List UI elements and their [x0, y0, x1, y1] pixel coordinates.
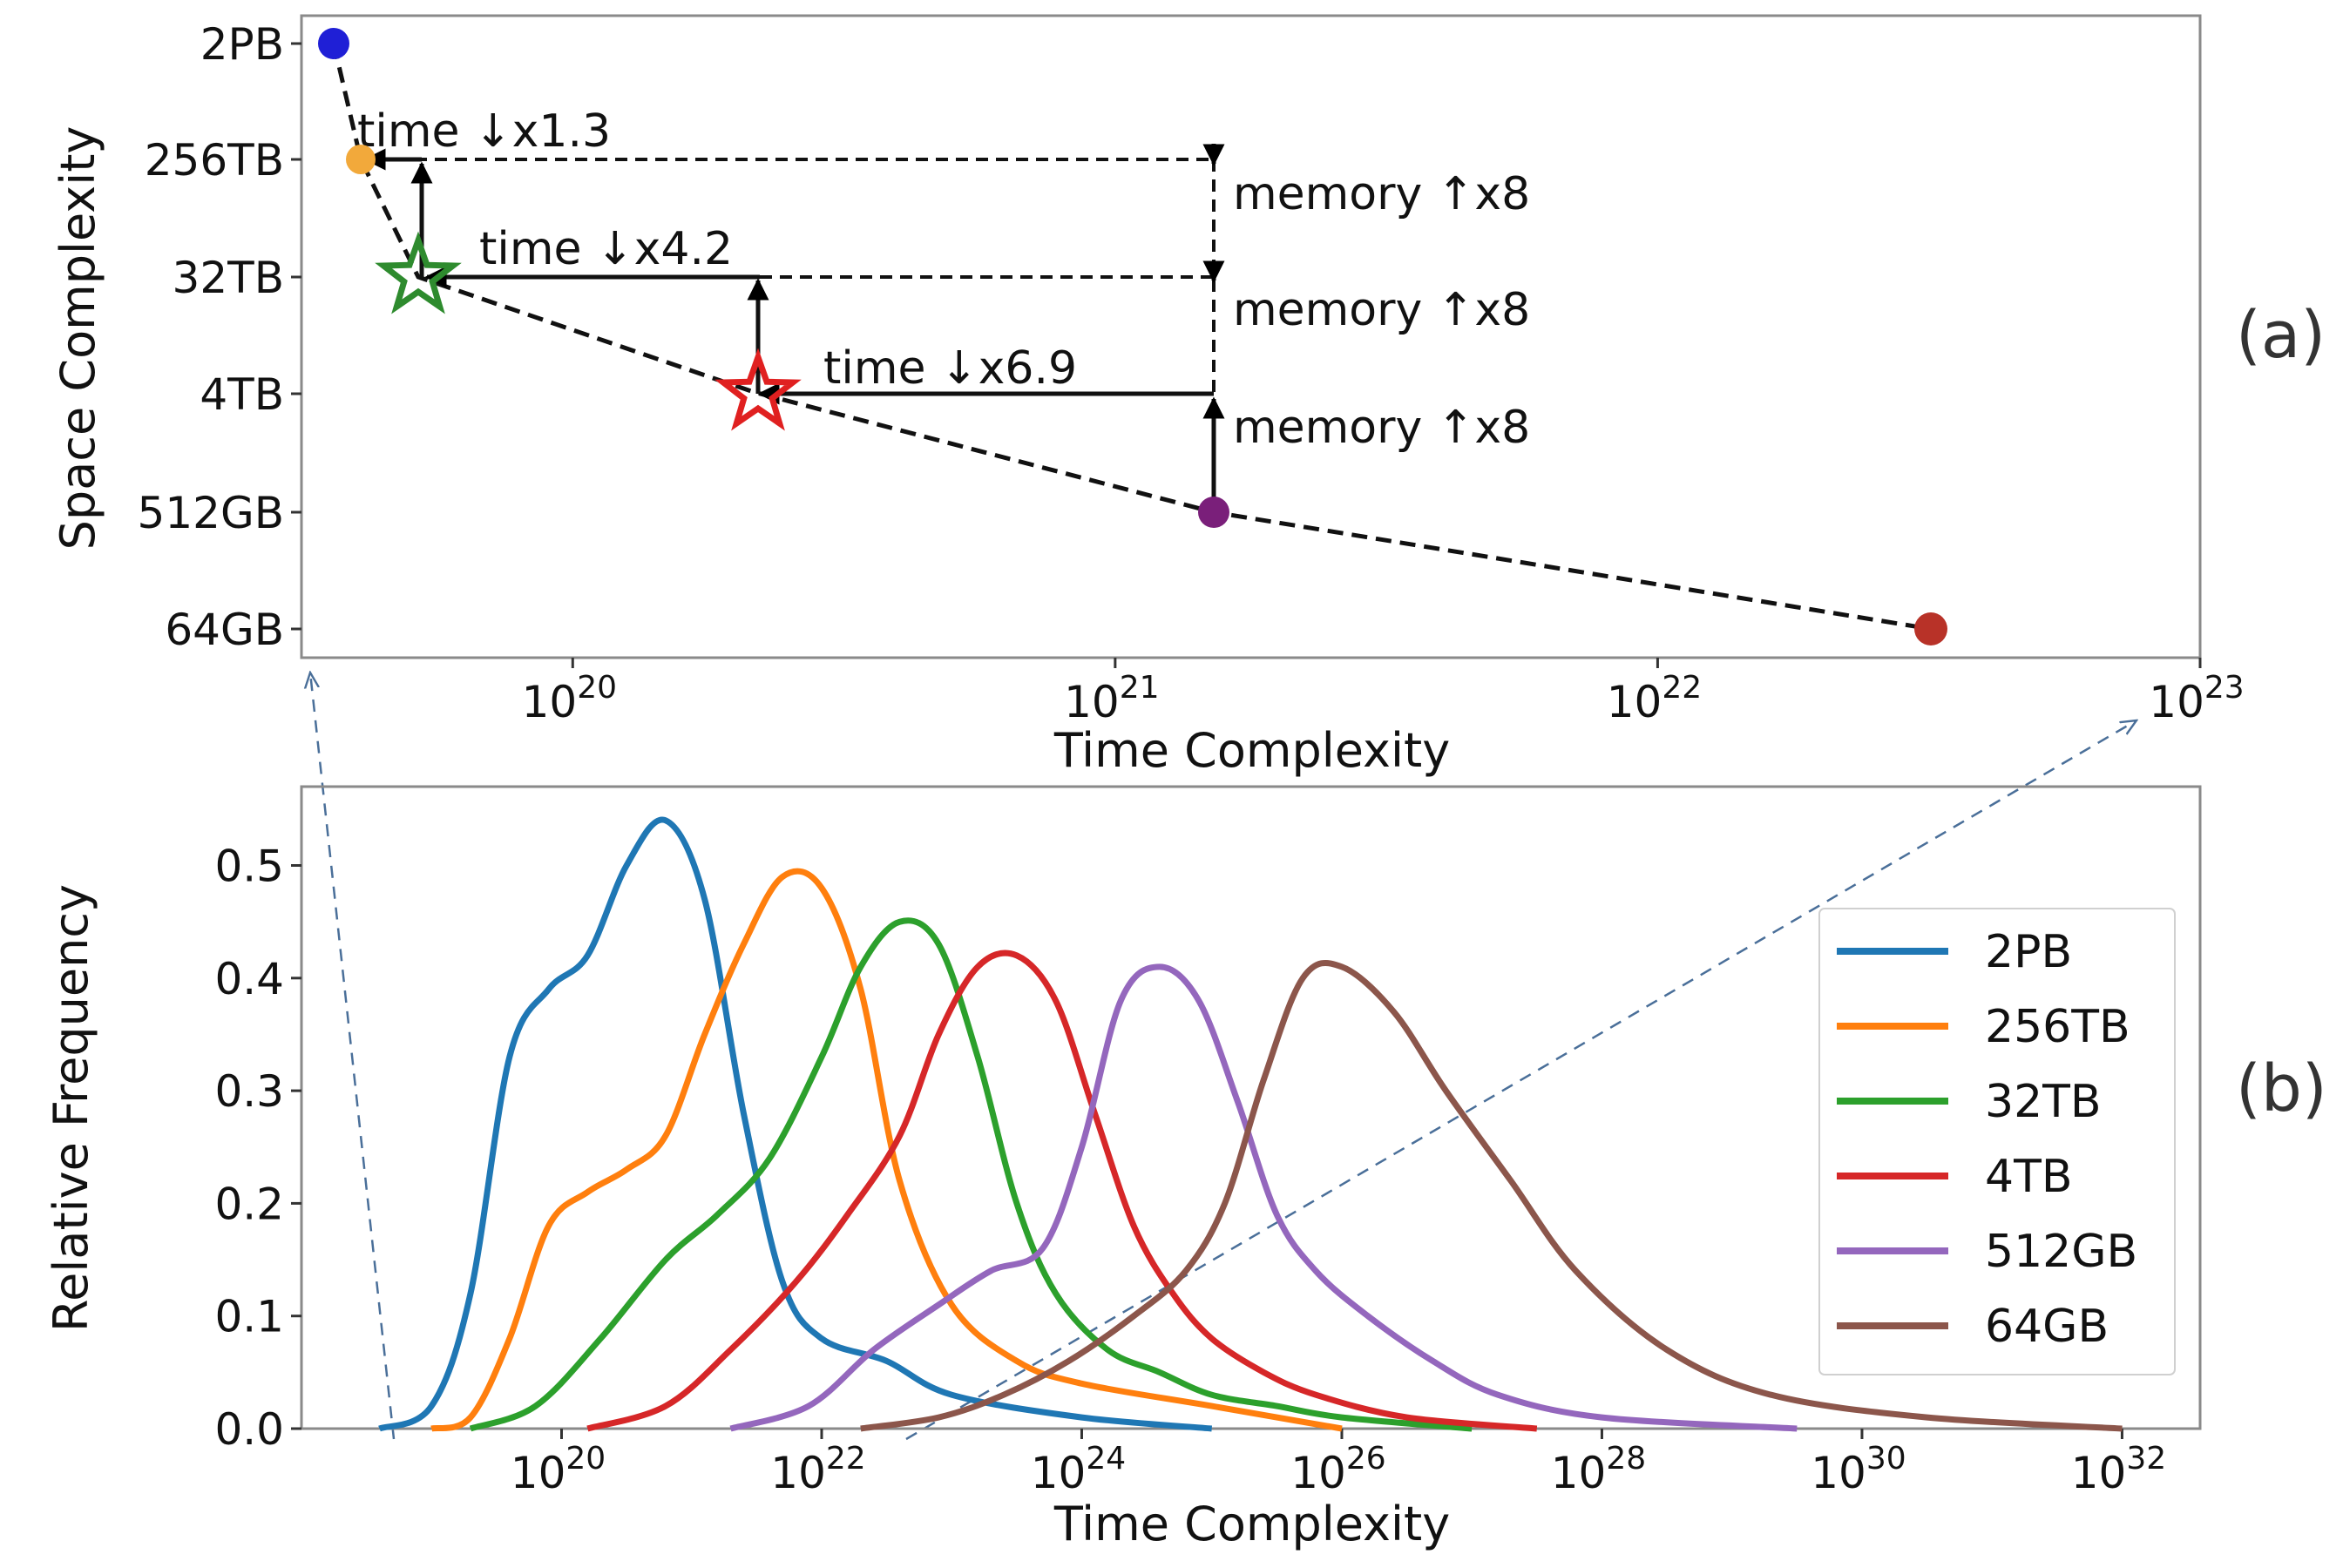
panel-b-x-tick-label: 1024: [1031, 1441, 1126, 1498]
series-line-4tb: [586, 950, 1538, 1432]
panel-a-x-tick-label: 1022: [1607, 670, 1702, 727]
series-line-256tb: [430, 868, 1343, 1432]
panel-b-y-ticks: 0.0 0.1 0.2 0.3 0.4 0.5: [214, 841, 301, 1455]
panel-b-x-tick-label: 1030: [1811, 1441, 1906, 1498]
point-64gb: [1914, 612, 1947, 645]
panel-b-y-tick-label: 0.1: [214, 1292, 284, 1342]
panel-a-label: (a): [2236, 298, 2326, 373]
annotation-time-2: time ↓x4.2: [479, 223, 733, 275]
panel-a-y-tick-label: 64GB: [165, 605, 284, 655]
panel-a-y-label: Space Complexity: [51, 126, 105, 551]
series-line-32tb: [469, 917, 1473, 1432]
panel-a-x-tick-label: 1021: [1064, 670, 1159, 727]
panel-b-y-tick-label: 0.4: [214, 954, 284, 1004]
series-line-2pb: [378, 816, 1213, 1432]
legend-label: 256TB: [1985, 1001, 2130, 1053]
point-2pb: [318, 28, 349, 59]
panel-b-x-tick-label: 1028: [1551, 1441, 1646, 1498]
panel-a-x-ticks: 1020 1021 1022 1023: [522, 658, 2245, 727]
annotation-time-3: time ↓x6.9: [823, 342, 1077, 395]
panel-a-y-tick-label: 4TB: [200, 369, 284, 420]
panel-b-y-tick-label: 0.3: [214, 1066, 284, 1117]
panel-a-y-tick-label: 2PB: [200, 19, 284, 70]
pareto-frontier-line: [331, 43, 1932, 632]
panel-a-x-label: Time Complexity: [1053, 723, 1450, 778]
panel-b-series: [378, 816, 2123, 1432]
zoom-connector-left: [310, 672, 396, 1440]
panel-a-frame: [300, 14, 2202, 659]
panel-a-x-tick-label: 1023: [2149, 670, 2244, 727]
panel-b-y-tick-label: 0.0: [214, 1404, 284, 1455]
panel-b-x-tick-label: 1032: [2071, 1441, 2166, 1498]
panel-b-frame: [300, 785, 2202, 1430]
annotation-memory-2: memory ↑x8: [1233, 284, 1530, 336]
panel-b-y-label: Relative Frequency: [44, 884, 98, 1332]
annotation-memory-3: memory ↑x8: [1233, 402, 1530, 454]
panel-a-y-tick-label: 256TB: [145, 135, 284, 186]
series-line-64gb: [860, 959, 2123, 1432]
zoom-connector-right: [905, 720, 2136, 1441]
panel-a-y-tick-label: 512GB: [138, 488, 284, 538]
panel-b-x-tick-label: 1022: [770, 1441, 865, 1498]
series-line-512gb: [729, 963, 1798, 1432]
panel-a-y-tick-label: 32TB: [173, 253, 284, 303]
legend-label: 2PB: [1985, 926, 2072, 978]
legend-label: 64GB: [1985, 1301, 2109, 1353]
panel-b-label: (b): [2236, 1051, 2327, 1126]
legend: 2PB 256TB 32TB 4TB 512GB 64GB: [1818, 908, 2176, 1375]
legend-items: 2PB 256TB 32TB 4TB 512GB 64GB: [1837, 926, 2137, 1353]
panel-b: 0.00.10.20.30.40.5 1020 1022 1024 1026 1028 1…: [44, 785, 2327, 1551]
panel-b-y-tick-label: 0.5: [214, 841, 284, 892]
point-256tb: [346, 145, 376, 174]
panel-b-x-tick-label: 1026: [1290, 1441, 1385, 1498]
annotation-time-1: time ↓x1.3: [357, 105, 611, 158]
annotation-memory-1: memory ↑x8: [1233, 168, 1530, 220]
point-4tb-star: [714, 348, 802, 431]
point-512gb: [1198, 497, 1229, 528]
panel-b-x-ticks: 1020 1022 1024 1026 1028 1030 1032: [511, 1429, 2166, 1498]
legend-label: 4TB: [1985, 1151, 2073, 1203]
panel-b-x-tick-label: 1020: [511, 1441, 606, 1498]
panel-b-x-label: Time Complexity: [1053, 1497, 1450, 1551]
point-32tb-star: [375, 231, 462, 314]
panel-a-y-ticks: 2PB 256TB 32TB 4TB 512GB 64GB: [138, 19, 301, 655]
panel-a-x-tick-label: 1020: [522, 670, 617, 727]
legend-label: 32TB: [1985, 1076, 2102, 1128]
legend-label: 512GB: [1985, 1226, 2137, 1278]
panel-b-y-tick-label: 0.2: [214, 1179, 284, 1229]
